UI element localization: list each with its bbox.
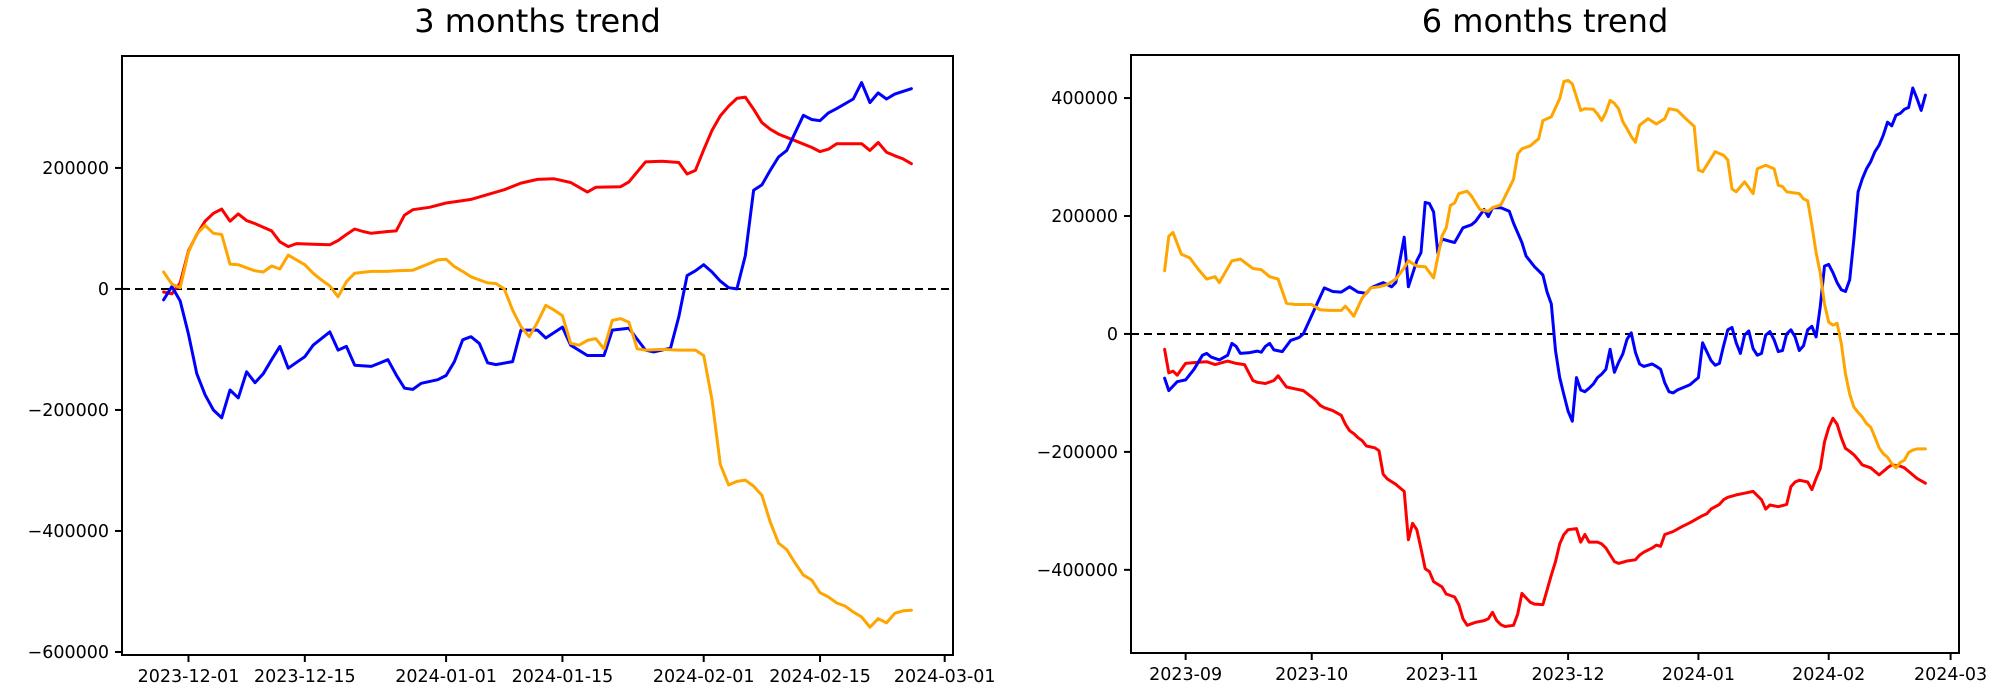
- x-tick-label: 2024-01: [1662, 665, 1735, 685]
- orange-line: [162, 223, 913, 629]
- axes-spines: [1130, 54, 1960, 654]
- x-tick-label: 2024-02: [1792, 665, 1865, 685]
- chart-title: 3 months trend: [414, 2, 661, 40]
- chart-canvas: 2023-09 2023-10 2023-11 2023-12 2024-01 2024-…: [1037, 54, 1987, 685]
- blue-line: [162, 81, 913, 420]
- x-tick-label: 2023-11: [1405, 665, 1478, 685]
- x-tick-label: 2023-12-01: [138, 667, 240, 687]
- three-months-trend-panel: 3 months trend 2023-12-01 2023-12-15 2024-…: [28, 2, 996, 687]
- chart-canvas: 2023-12-01 2023-12-15 2024-01-01 2024-01-15…: [28, 55, 996, 687]
- red-line: [1163, 347, 1927, 628]
- y-tick-label: −200000: [1037, 443, 1118, 463]
- orange-line: [1163, 78, 1927, 470]
- x-tick-label: 2024-03-01: [894, 667, 996, 687]
- x-tick-label: 2024-01-01: [395, 667, 497, 687]
- x-tick-label: 2024-02-15: [769, 667, 871, 687]
- y-tick-label: −600000: [28, 643, 109, 663]
- y-tick-label: −400000: [1037, 561, 1118, 581]
- y-tick-label: −400000: [28, 522, 109, 542]
- axes-spines: [121, 55, 954, 656]
- x-tick-label: 2023-12-15: [254, 667, 356, 687]
- chart-title: 6 months trend: [1421, 2, 1669, 40]
- chart-plot-area: 2023-12-01 2023-12-15 2024-01-01 2024-01-15…: [28, 55, 996, 687]
- x-tick-label: 2023-09: [1149, 665, 1222, 685]
- x-tick-label: 2024-02-01: [653, 667, 755, 687]
- chart-plot-area: 2023-09 2023-10 2023-11 2023-12 2024-01 2024-…: [1000, 0, 2000, 700]
- y-tick-label: 0: [1107, 325, 1118, 345]
- red-line: [162, 95, 913, 296]
- y-tick-label: 0: [98, 280, 109, 300]
- x-tick-label: 2024-03: [1914, 665, 1987, 685]
- x-tick-label: 2023-12: [1532, 665, 1605, 685]
- x-tick-label: 2023-10: [1275, 665, 1348, 685]
- y-tick-label: 200000: [42, 159, 109, 179]
- x-tick-label: 2024-01-15: [512, 667, 614, 687]
- y-tick-label: 200000: [1051, 207, 1118, 227]
- blue-line: [1163, 86, 1927, 423]
- six-months-trend-panel: 6 months trend 2023-09 2023-10 2023-11 2023…: [1000, 0, 2000, 700]
- y-tick-label: −200000: [28, 401, 109, 421]
- y-tick-label: 400000: [1051, 89, 1118, 109]
